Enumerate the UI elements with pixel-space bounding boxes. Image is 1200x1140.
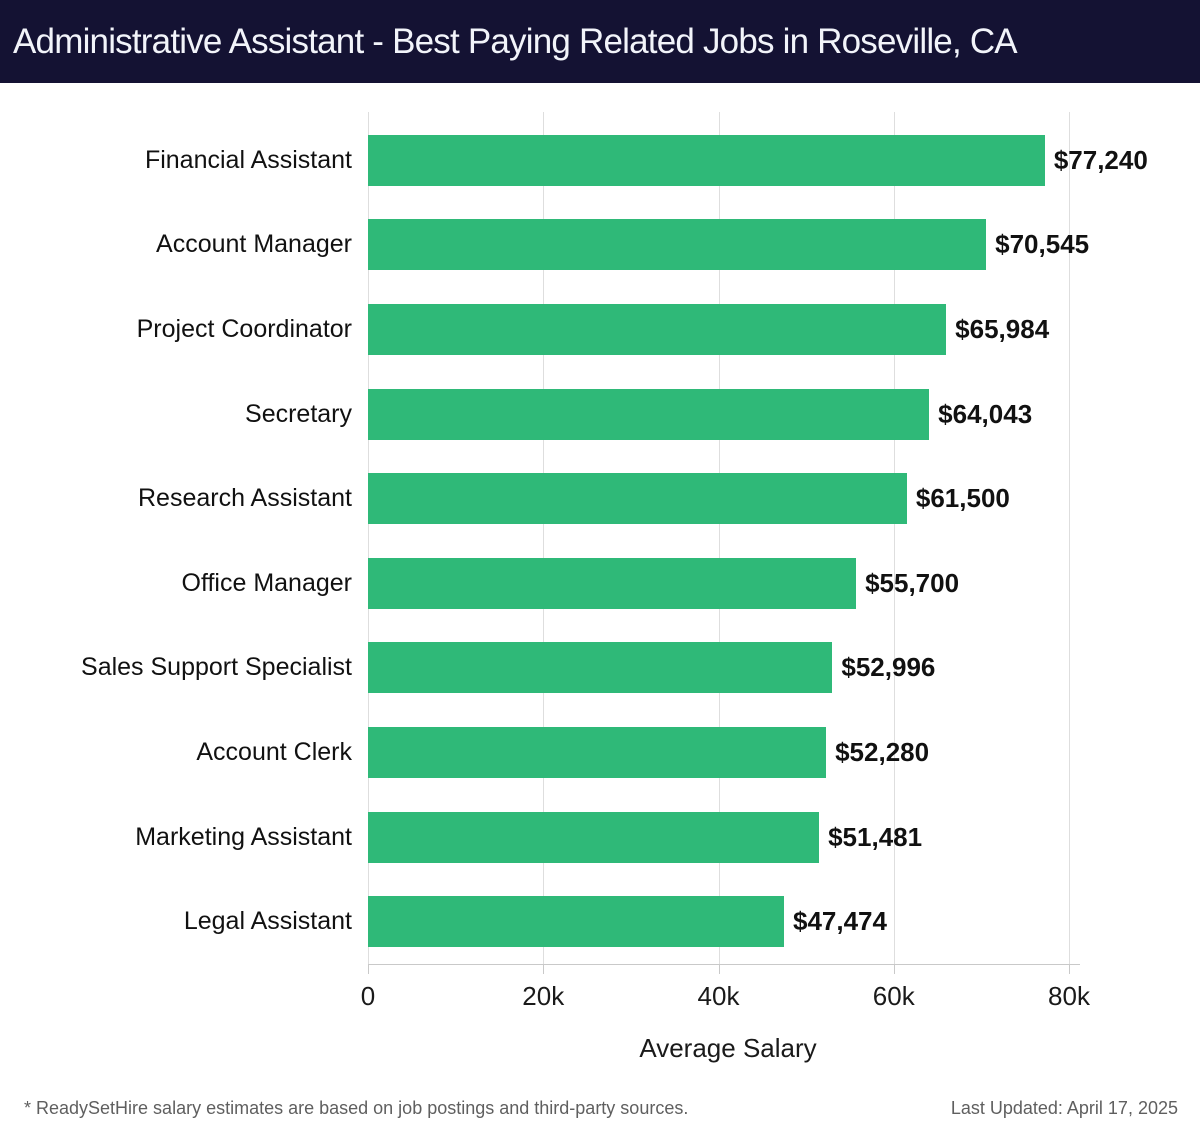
value-label: $52,996 [841, 652, 936, 683]
bar-row: Office Manager $55,700 [0, 541, 1200, 626]
bar [368, 219, 987, 271]
source-note: * ReadySetHire salary estimates are base… [24, 1098, 689, 1118]
bar-row: Secretary $64,043 [0, 372, 1200, 457]
bar [368, 473, 907, 525]
gridline [718, 112, 720, 964]
bar [368, 303, 947, 355]
category-label: Research Assistant [138, 484, 352, 513]
bar [368, 557, 857, 609]
gridline [893, 112, 895, 964]
bar-row: Financial Assistant $77,240 [0, 118, 1200, 203]
bar [368, 134, 1045, 186]
last-updated: Last Updated: April 17, 2025 [950, 1098, 1178, 1118]
x-axis-title: Average Salary [639, 1033, 817, 1063]
category-label: Sales Support Specialist [81, 653, 352, 682]
bar-row: Legal Assistant $47,474 [0, 879, 1200, 964]
bar [368, 896, 784, 948]
gridline [543, 112, 545, 964]
bar-row: Project Coordinator $65,984 [0, 287, 1200, 372]
bar-row: Account Clerk $52,280 [0, 710, 1200, 795]
category-label: Legal Assistant [183, 907, 352, 936]
bar-row: Research Assistant $61,500 [0, 456, 1200, 541]
x-axis-tick-label: 80k [1048, 981, 1090, 1011]
category-label: Financial Assistant [144, 145, 352, 174]
bar-rows: Financial Assistant $77,240 Account Mana… [0, 118, 1200, 964]
category-label: Account Clerk [196, 737, 352, 766]
value-label: $65,984 [955, 313, 1050, 344]
x-axis-tick [893, 964, 895, 974]
x-axis-tick-label: 20k [522, 981, 565, 1011]
x-axis-tick-label: 60k [872, 981, 915, 1011]
x-axis-tick [368, 964, 369, 974]
value-label: $51,481 [828, 821, 923, 852]
category-label: Office Manager [181, 568, 352, 597]
bar-row: Account Manager $70,545 [0, 203, 1200, 288]
category-label: Secretary [245, 399, 352, 428]
bar [368, 642, 833, 694]
value-label: $61,500 [915, 483, 1010, 514]
gridline [1069, 112, 1070, 964]
x-axis-tick-label: 0 [360, 981, 376, 1011]
value-label: $64,043 [938, 398, 1033, 429]
bar [368, 811, 820, 863]
value-label: $70,545 [995, 229, 1090, 260]
bar-row: Marketing Assistant $51,481 [0, 795, 1200, 880]
category-label: Marketing Assistant [135, 822, 352, 851]
category-label: Account Manager [156, 230, 352, 259]
bar [368, 726, 827, 778]
x-axis-tick-label: 40k [697, 981, 740, 1011]
x-axis-line [368, 964, 1080, 965]
gridlines-layer [368, 112, 1080, 964]
bar-row: Sales Support Specialist $52,996 [0, 626, 1200, 711]
gridline [368, 112, 369, 964]
category-label: Project Coordinator [136, 314, 352, 343]
x-axis-tick [718, 964, 720, 974]
x-axis-tick [1069, 964, 1070, 974]
value-label: $55,700 [865, 567, 960, 598]
x-axis-tick [543, 964, 545, 974]
value-label: $47,474 [792, 906, 887, 937]
header-bar: Administrative Assistant - Best Paying R… [0, 0, 1200, 83]
value-label: $77,240 [1053, 144, 1148, 175]
bar [368, 388, 930, 440]
value-label: $52,280 [835, 736, 930, 767]
footer: * ReadySetHire salary estimates are base… [0, 1098, 1200, 1128]
chart-title: Administrative Assistant - Best Paying R… [13, 21, 1018, 61]
